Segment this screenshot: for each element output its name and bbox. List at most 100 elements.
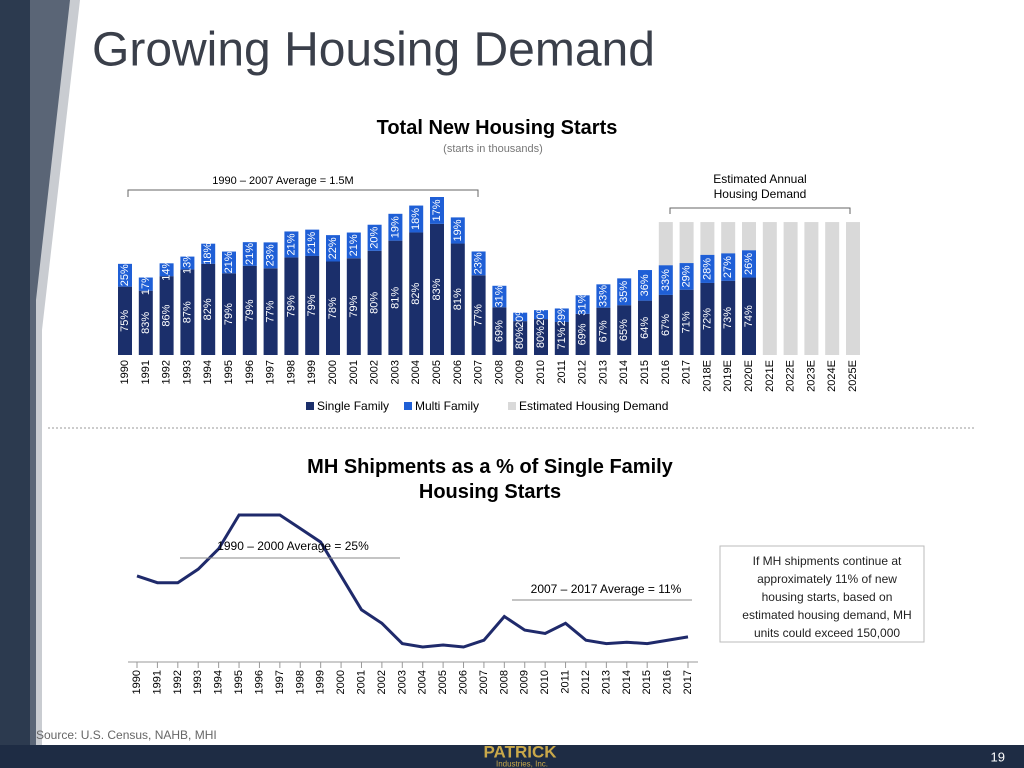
x-tick-label: 1993 <box>181 360 193 384</box>
bar-segment <box>513 312 528 322</box>
x-tick-label: 2012 <box>580 670 592 694</box>
data-label: 72% <box>701 308 713 330</box>
bar-segment <box>742 250 756 278</box>
x-tick-label: 1991 <box>140 360 152 384</box>
bar-segment <box>346 258 361 355</box>
data-label: 78% <box>327 297 339 319</box>
x-tick-label: 2011 <box>556 360 568 384</box>
data-label: 81% <box>389 287 401 309</box>
bar-segment <box>638 300 652 355</box>
data-label: 79% <box>306 294 318 316</box>
x-tick-label: 2000 <box>335 670 347 694</box>
note-line: estimated housing demand, MH <box>742 608 911 622</box>
source: Source: U.S. Census, NAHB, MHI <box>36 728 217 742</box>
x-tick-label: 1994 <box>202 360 214 384</box>
bar-segment <box>554 321 569 355</box>
chart-title: Total New Housing Starts <box>377 117 618 139</box>
annotation: Housing Demand <box>714 187 807 201</box>
bar-segment <box>721 280 736 355</box>
x-tick-label: 2001 <box>355 670 367 694</box>
footer-bar <box>0 745 1024 768</box>
bar-segment <box>430 197 444 224</box>
demand-bar <box>804 222 819 355</box>
note-line: units could exceed 150,000 <box>754 626 900 640</box>
chart-title: MH Shipments as a % of Single Family <box>307 456 674 478</box>
x-tick-label: 1990 <box>131 670 143 694</box>
data-label: 75% <box>119 310 131 332</box>
legend-label: Estimated Housing Demand <box>519 399 668 413</box>
data-label: 22% <box>327 237 339 259</box>
bar-segment <box>242 242 257 266</box>
line <box>136 513 689 649</box>
data-label: 79% <box>223 303 235 325</box>
bar-segment <box>305 229 320 256</box>
bar-segment <box>388 240 403 355</box>
x-tick-label: 1993 <box>192 670 204 694</box>
bar-segment <box>492 307 507 355</box>
x-tick-label: 2025E <box>847 360 859 392</box>
data-label: 14% <box>161 259 173 281</box>
bar-segment <box>263 242 278 269</box>
data-label: 21% <box>285 233 297 255</box>
x-tick-label: 2019E <box>722 360 734 392</box>
bar-segment <box>513 321 528 355</box>
bar-segment <box>326 261 340 355</box>
data-label: 27% <box>722 256 734 278</box>
bar-segment <box>492 285 507 308</box>
x-tick-label: 2023E <box>805 360 817 392</box>
bar-segment <box>326 235 340 262</box>
bar-segment <box>118 286 132 355</box>
x-tick-label: 2016 <box>662 670 674 694</box>
bar-segment <box>700 254 715 283</box>
x-tick-label: 1997 <box>265 360 277 384</box>
data-label: 74% <box>743 305 755 327</box>
bar-segment <box>554 308 569 322</box>
bar-segment <box>242 265 257 355</box>
x-tick-label: 2009 <box>514 360 526 384</box>
x-tick-label: 2008 <box>493 360 505 384</box>
data-label: 29% <box>556 304 568 326</box>
bar-segment <box>138 277 153 291</box>
x-tick-label: 2000 <box>327 360 339 384</box>
x-tick-label: 2005 <box>437 670 449 694</box>
annotation: 2007 – 2017 Average = 11% <box>531 582 682 596</box>
bar-segment <box>658 265 673 295</box>
demand-bar <box>783 222 798 355</box>
note-line: If MH shipments continue at <box>753 554 902 568</box>
data-label: 82% <box>202 298 214 320</box>
data-label: 77% <box>265 300 277 322</box>
bar-segment <box>201 243 216 264</box>
x-tick-label: 1998 <box>285 360 297 384</box>
data-label: 36% <box>639 274 651 296</box>
x-tick-label: 2015 <box>641 670 653 694</box>
x-tick-label: 2001 <box>348 360 360 384</box>
bar-segment <box>409 205 424 233</box>
data-label: 20% <box>369 227 381 249</box>
data-label: 19% <box>389 216 401 238</box>
data-label: 25% <box>119 264 131 286</box>
x-tick-label: 2004 <box>410 360 422 384</box>
bracket <box>127 189 479 197</box>
bar-segment <box>658 294 673 355</box>
x-tick-label: 1990 <box>119 360 131 384</box>
bar-segment <box>638 270 652 301</box>
bar-segment <box>284 231 299 258</box>
data-label: 21% <box>306 232 318 254</box>
x-tick-label: 2013 <box>597 360 609 384</box>
legend-swatch <box>508 402 516 410</box>
data-label: 73% <box>722 307 734 329</box>
bar-segment <box>430 223 444 355</box>
annotation: 1990 – 2007 Average = 1.5M <box>212 175 353 187</box>
data-label: 64% <box>639 317 651 339</box>
side-band <box>0 0 30 768</box>
x-tick-label: 2009 <box>519 670 531 694</box>
data-label: 31% <box>493 285 505 307</box>
side-wedge-dark <box>30 0 70 768</box>
bar-segment <box>617 278 632 306</box>
bar-segment <box>284 257 299 355</box>
bar-segment <box>617 305 632 355</box>
legend-label: Multi Family <box>415 399 479 413</box>
data-label: 83% <box>140 312 152 334</box>
data-label: 21% <box>244 243 256 265</box>
logo: PATRICK <box>483 743 557 762</box>
